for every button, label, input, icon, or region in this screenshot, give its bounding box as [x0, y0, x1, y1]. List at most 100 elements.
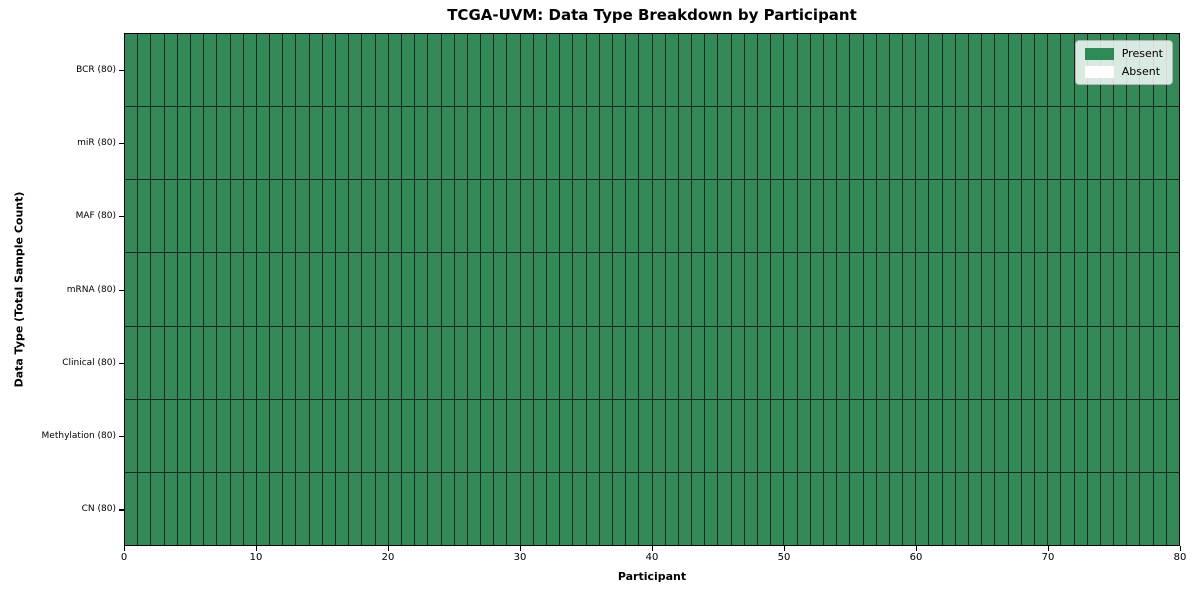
heatmap-cell	[612, 326, 626, 399]
heatmap-cell	[1087, 326, 1100, 399]
heatmap-cell	[507, 34, 520, 107]
heatmap-cell	[784, 253, 797, 326]
heatmap-cell	[164, 399, 177, 472]
heatmap-cell	[1100, 107, 1114, 180]
heatmap-cell	[889, 326, 903, 399]
heatmap-cell	[1074, 472, 1087, 545]
heatmap-cell	[322, 253, 335, 326]
heatmap-cell	[388, 34, 401, 107]
heatmap-cell	[375, 399, 388, 472]
y-tick-mark	[119, 142, 124, 145]
heatmap-cell	[1021, 34, 1034, 107]
x-tick-mark	[1048, 546, 1050, 551]
heatmap-cell	[1087, 399, 1100, 472]
heatmap-cell	[1074, 180, 1087, 253]
heatmap-cell	[823, 34, 837, 107]
heatmap-cell	[309, 399, 322, 472]
heatmap-cell	[454, 399, 467, 472]
heatmap-cell	[942, 472, 955, 545]
heatmap-cell	[256, 326, 270, 399]
heatmap-cell	[744, 326, 757, 399]
heatmap-cell	[507, 180, 520, 253]
heatmap-cell	[797, 107, 810, 180]
heatmap-cell	[270, 253, 283, 326]
heatmap-cell	[573, 399, 586, 472]
heatmap-cell	[164, 472, 177, 545]
heatmap-cell	[876, 472, 889, 545]
heatmap-cell	[520, 399, 533, 472]
heatmap-cell	[955, 399, 968, 472]
heatmap-cell	[784, 399, 797, 472]
heatmap-cell	[349, 180, 362, 253]
heatmap-cell	[204, 399, 217, 472]
heatmap-cell	[1048, 107, 1061, 180]
heatmap-cell	[322, 326, 335, 399]
heatmap-cell	[494, 326, 507, 399]
heatmap-cell	[903, 107, 916, 180]
x-tick-label: 10	[249, 552, 263, 563]
heatmap-cell	[204, 472, 217, 545]
heatmap-cell	[1127, 472, 1140, 545]
heatmap-cell	[1100, 399, 1114, 472]
heatmap-cell	[652, 253, 665, 326]
heatmap-cell	[1048, 253, 1061, 326]
heatmap-cell	[1034, 107, 1048, 180]
heatmap-cell	[982, 472, 995, 545]
heatmap-cell	[401, 253, 415, 326]
heatmap-cell	[639, 399, 652, 472]
heatmap-cell	[256, 107, 270, 180]
heatmap-cell	[204, 326, 217, 399]
heatmap-cell	[850, 399, 863, 472]
heatmap-cell	[467, 180, 481, 253]
heatmap-cell	[1100, 472, 1114, 545]
heatmap-cell	[758, 180, 771, 253]
heatmap-cell	[586, 472, 599, 545]
heatmap-cell	[256, 399, 270, 472]
heatmap-cell	[889, 253, 903, 326]
heatmap-cell	[309, 326, 322, 399]
heatmap-cell	[454, 107, 467, 180]
x-tick-label: 50	[777, 552, 791, 563]
heatmap-cell	[626, 253, 639, 326]
heatmap-cell	[454, 326, 467, 399]
heatmap-cell	[217, 326, 230, 399]
heatmap-cell	[177, 107, 190, 180]
heatmap-cell	[243, 34, 256, 107]
heatmap-cell	[138, 180, 151, 253]
heatmap-cell	[1140, 107, 1153, 180]
heatmap-cell	[810, 472, 823, 545]
heatmap-cell	[164, 180, 177, 253]
heatmap-cell	[942, 253, 955, 326]
heatmap-cell	[296, 326, 309, 399]
heatmap-cell	[1034, 180, 1048, 253]
heatmap-cell	[125, 107, 138, 180]
heatmap-cell	[850, 326, 863, 399]
heatmap-cell	[876, 34, 889, 107]
heatmap-cell	[151, 399, 164, 472]
heatmap-cell	[1048, 399, 1061, 472]
heatmap-cell	[718, 326, 731, 399]
heatmap-cell	[1166, 326, 1179, 399]
heatmap-cell	[1061, 253, 1074, 326]
heatmap-cell	[296, 34, 309, 107]
y-axis-label: Data Type (Total Sample Count)	[12, 191, 26, 388]
heatmap-cell	[692, 34, 705, 107]
heatmap-cell	[955, 34, 968, 107]
heatmap-cell	[612, 399, 626, 472]
heatmap-cell	[1061, 326, 1074, 399]
heatmap-cell	[217, 253, 230, 326]
heatmap-cell	[982, 399, 995, 472]
heatmap-cell	[270, 326, 283, 399]
heatmap-cell	[1048, 34, 1061, 107]
heatmap-cell	[138, 399, 151, 472]
heatmap-cell	[1034, 399, 1048, 472]
heatmap-cell	[810, 34, 823, 107]
heatmap-cell	[1166, 472, 1179, 545]
heatmap-cell	[784, 34, 797, 107]
heatmap-cell	[903, 399, 916, 472]
heatmap-cell	[230, 253, 243, 326]
heatmap-cell	[467, 34, 481, 107]
y-tick-label: miR (80)	[77, 137, 116, 148]
y-tick-label: mRNA (80)	[66, 284, 116, 295]
